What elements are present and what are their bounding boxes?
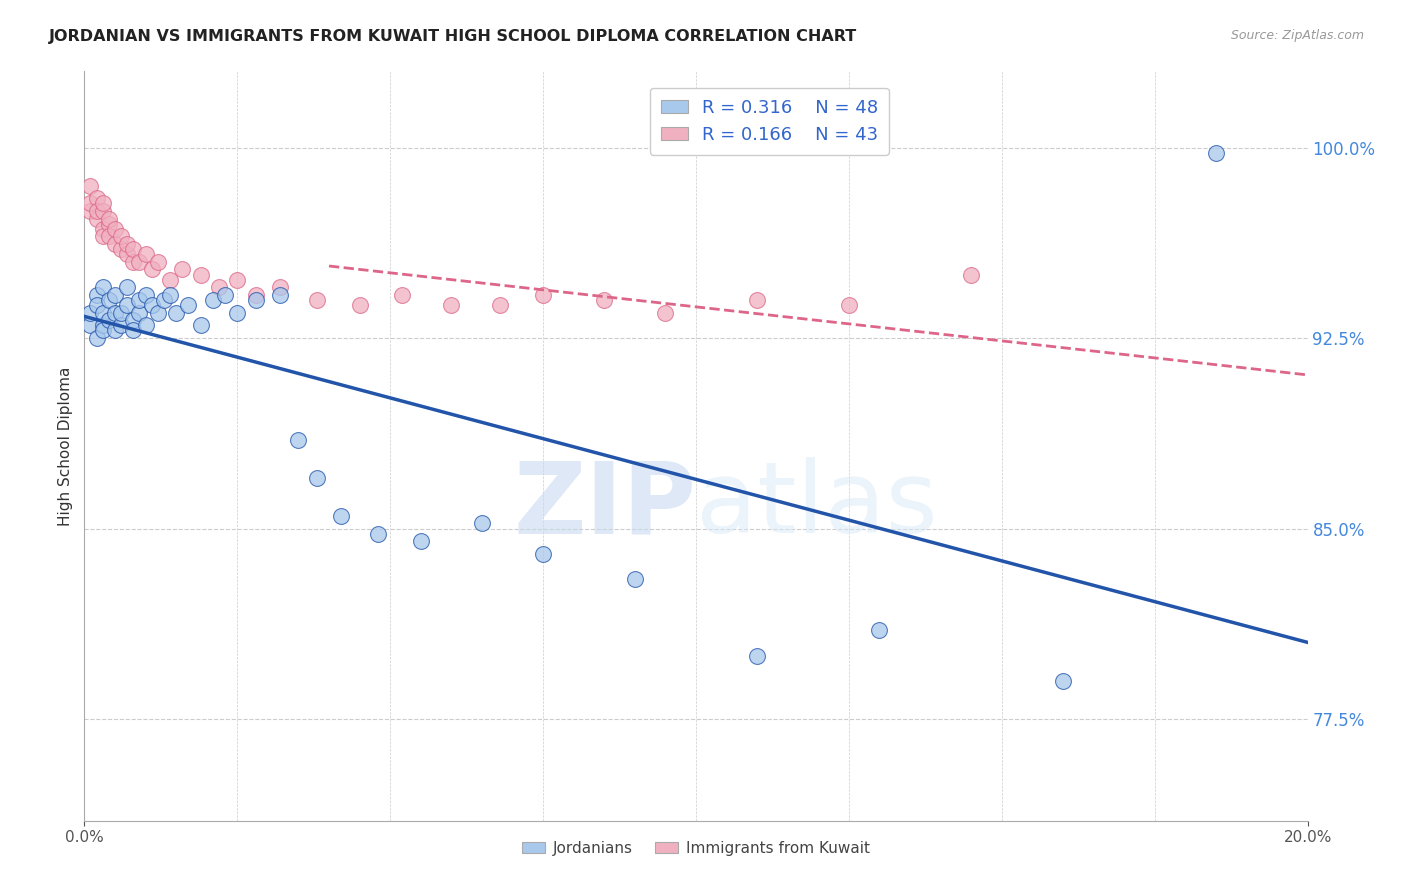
Point: [91, 222, 114, 236]
Point: [91, 318, 114, 333]
Point: [141, 262, 163, 277]
Point: [79, 318, 101, 333]
Point: [471, 516, 494, 531]
Point: [79, 196, 101, 211]
Point: [104, 306, 127, 320]
Point: [79, 204, 101, 219]
Point: [747, 293, 769, 307]
Point: [110, 242, 132, 256]
Point: [960, 268, 983, 282]
Point: [104, 237, 127, 252]
Point: [330, 508, 353, 523]
Point: [287, 433, 309, 447]
Point: [86, 298, 108, 312]
Point: [141, 298, 163, 312]
Point: [86, 191, 108, 205]
Legend: Jordanians, Immigrants from Kuwait: Jordanians, Immigrants from Kuwait: [516, 835, 876, 862]
Text: ZIP: ZIP: [513, 458, 696, 555]
Point: [115, 298, 138, 312]
Point: [97, 211, 120, 226]
Point: [349, 298, 371, 312]
Point: [214, 288, 236, 302]
Point: [367, 526, 389, 541]
Point: [165, 306, 187, 320]
Point: [226, 272, 249, 286]
Point: [208, 280, 231, 294]
Point: [654, 306, 676, 320]
Point: [269, 280, 291, 294]
Point: [159, 288, 181, 302]
Point: [305, 293, 328, 307]
Point: [86, 211, 108, 226]
Point: [128, 306, 150, 320]
Point: [305, 471, 328, 485]
Point: [245, 288, 267, 302]
Point: [391, 288, 413, 302]
Point: [86, 204, 108, 219]
Point: [110, 306, 132, 320]
Point: [104, 288, 127, 302]
Point: [747, 648, 769, 663]
Point: [409, 534, 432, 549]
Point: [201, 293, 224, 307]
Point: [624, 572, 647, 586]
Point: [91, 323, 114, 337]
Point: [146, 306, 169, 320]
Point: [1205, 145, 1227, 160]
Point: [128, 255, 150, 269]
Point: [245, 293, 267, 307]
Point: [86, 331, 108, 345]
Point: [159, 272, 181, 286]
Point: [440, 298, 463, 312]
Point: [97, 313, 120, 327]
Point: [97, 217, 120, 231]
Point: [115, 237, 138, 252]
Point: [869, 623, 891, 637]
Point: [79, 178, 101, 193]
Point: [122, 242, 145, 256]
Point: [226, 306, 249, 320]
Point: [91, 306, 114, 320]
Point: [172, 262, 194, 277]
Y-axis label: High School Diploma: High School Diploma: [58, 367, 73, 525]
Point: [97, 293, 120, 307]
Point: [122, 313, 145, 327]
Point: [489, 298, 512, 312]
Point: [135, 318, 157, 333]
Point: [91, 204, 114, 219]
Point: [135, 288, 157, 302]
Point: [115, 247, 138, 261]
Point: [153, 293, 176, 307]
Point: [531, 288, 554, 302]
Text: JORDANIAN VS IMMIGRANTS FROM KUWAIT HIGH SCHOOL DIPLOMA CORRELATION CHART: JORDANIAN VS IMMIGRANTS FROM KUWAIT HIGH…: [49, 29, 858, 44]
Point: [115, 280, 138, 294]
Point: [97, 229, 120, 244]
Point: [269, 288, 291, 302]
Point: [91, 280, 114, 294]
Text: Source: ZipAtlas.com: Source: ZipAtlas.com: [1230, 29, 1364, 42]
Point: [146, 255, 169, 269]
Point: [122, 255, 145, 269]
Point: [177, 298, 200, 312]
Point: [135, 247, 157, 261]
Point: [86, 288, 108, 302]
Point: [110, 229, 132, 244]
Point: [190, 318, 212, 333]
Point: [104, 222, 127, 236]
Point: [110, 318, 132, 333]
Point: [122, 323, 145, 337]
Point: [104, 323, 127, 337]
Point: [128, 293, 150, 307]
Point: [91, 229, 114, 244]
Point: [531, 547, 554, 561]
Text: atlas: atlas: [696, 458, 938, 555]
Point: [593, 293, 616, 307]
Point: [838, 298, 860, 312]
Point: [79, 306, 101, 320]
Point: [1052, 673, 1074, 688]
Point: [190, 268, 212, 282]
Point: [91, 196, 114, 211]
